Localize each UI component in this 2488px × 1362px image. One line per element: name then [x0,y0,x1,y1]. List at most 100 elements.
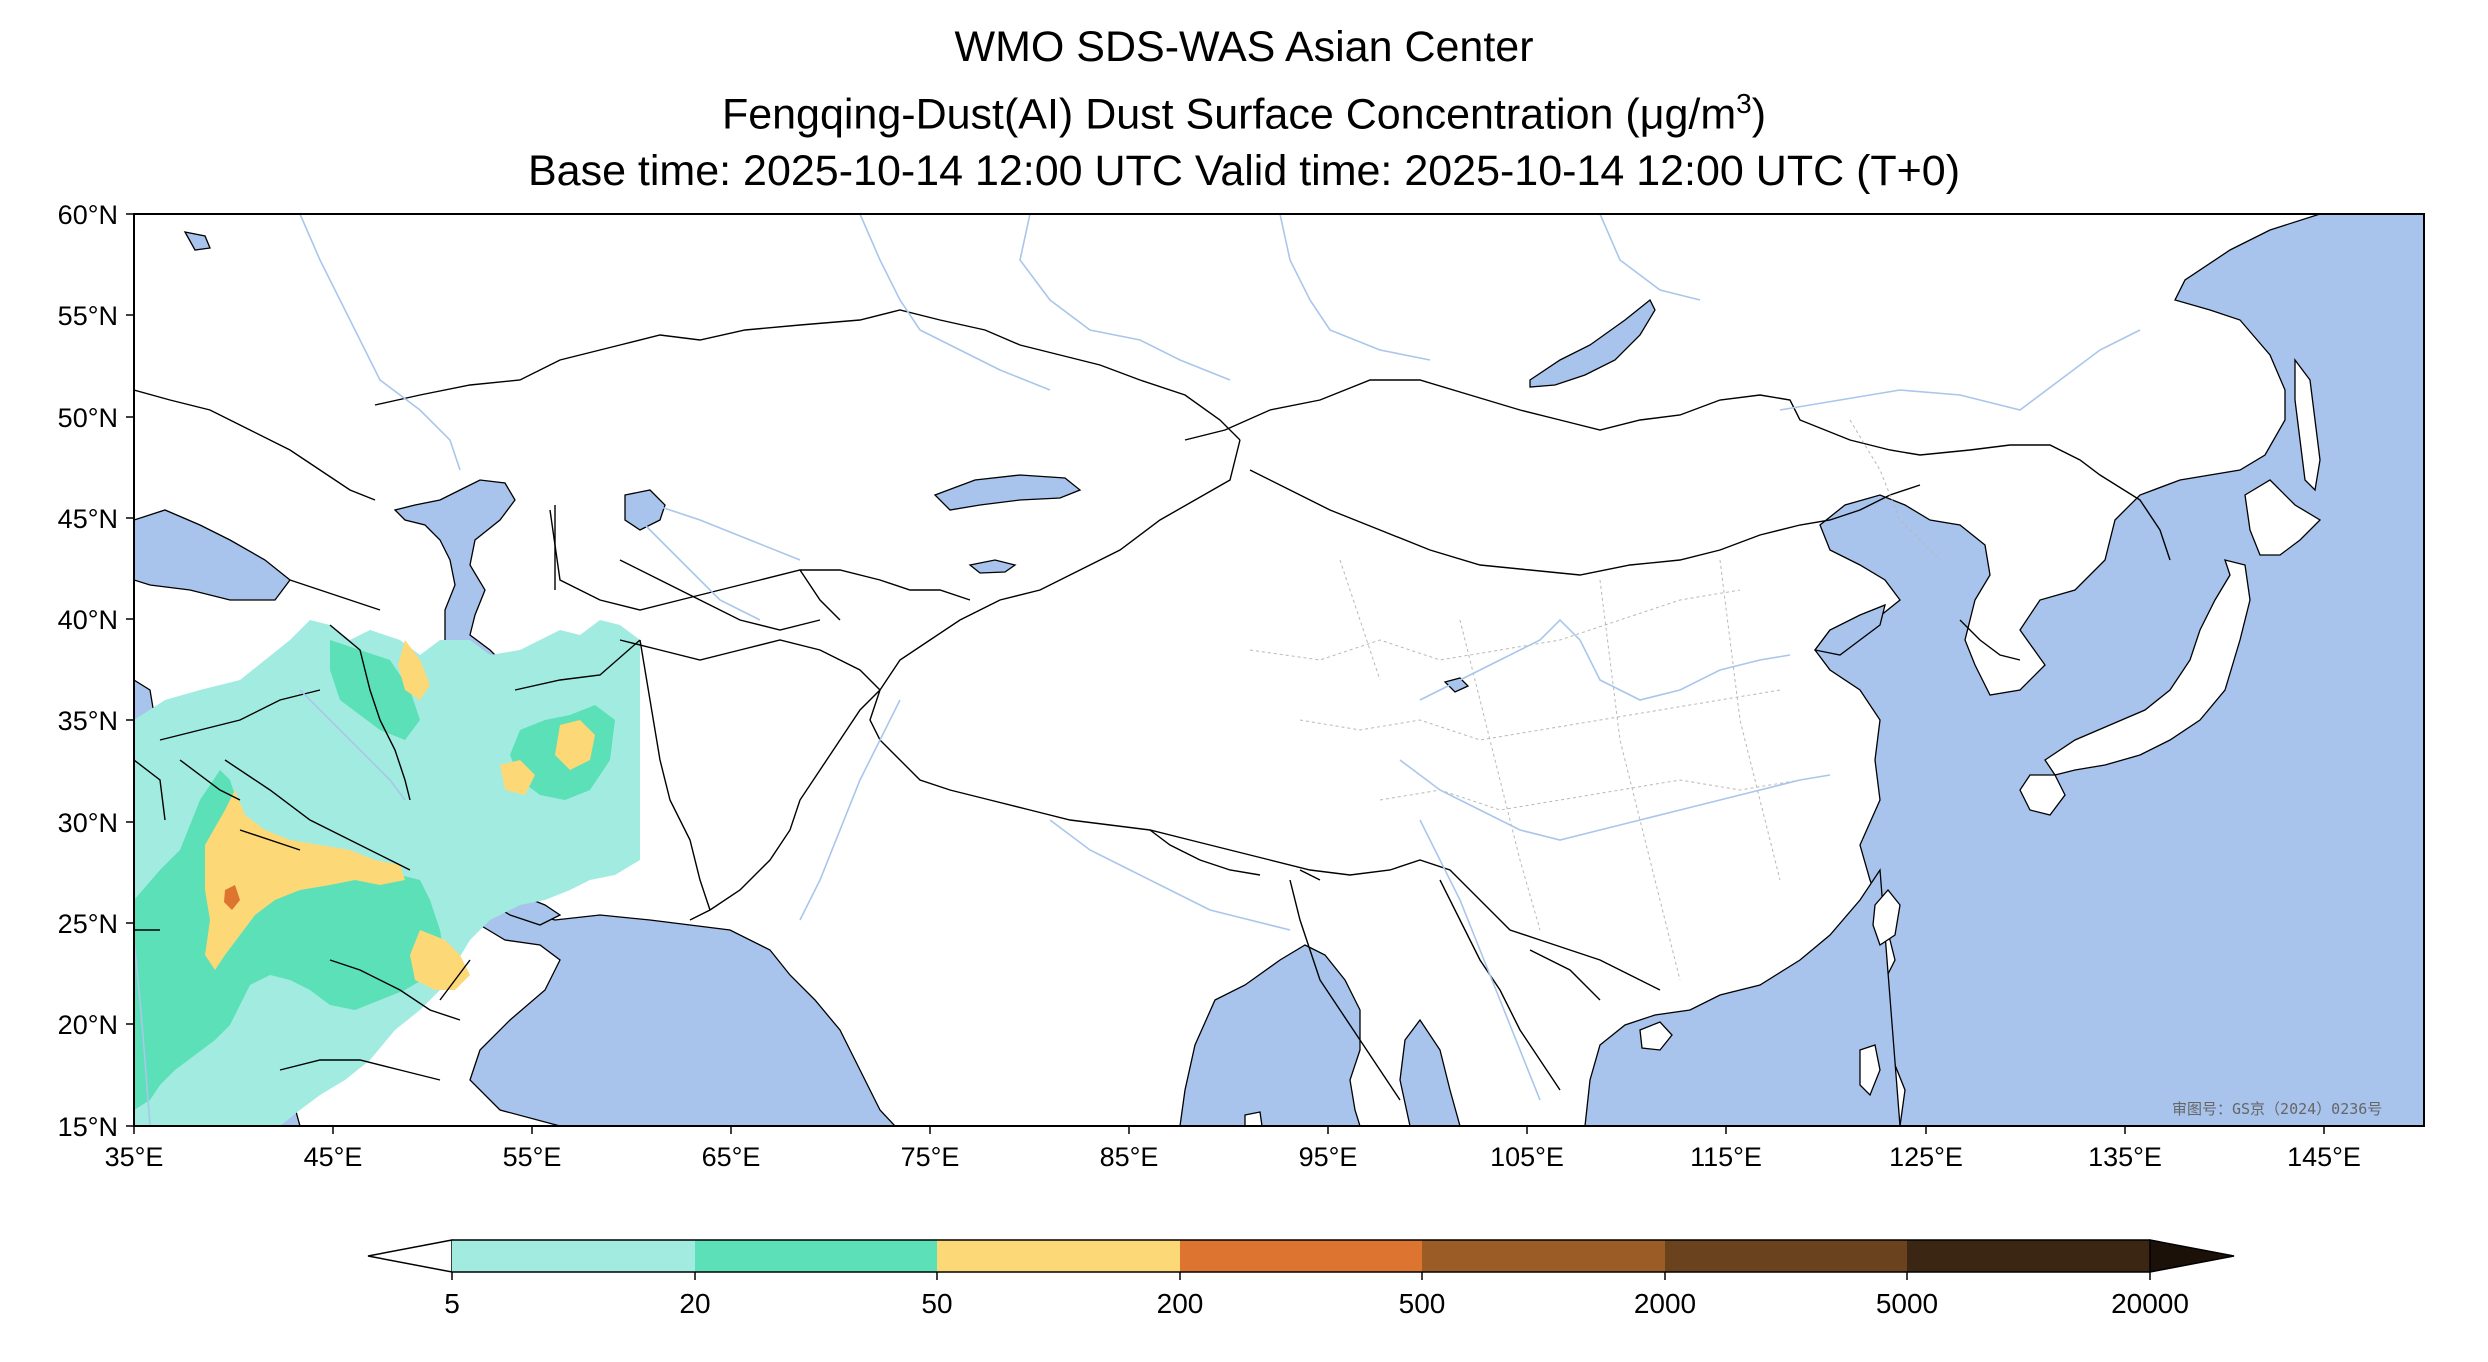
lon-label-65: 65°E [702,1142,761,1172]
longitude-axis [133,1126,2325,1134]
lake-balkhash [933,474,1082,511]
map-subtitle: Fengqing-Dust(AI) Dust Surface Concentra… [0,90,2488,136]
border-nepal-bhutan [1149,829,1321,881]
border-russia-kazakhstan [374,309,1241,441]
colorbar-segment-3 [937,1240,1180,1272]
colorbar-label-500: 500 [1399,1288,1446,1319]
latitude-labels: 60°N 55°N 50°N 45°N 40°N 35°N 30°N 25°N … [58,200,118,1142]
japan-hokkaido [2244,479,2322,556]
river-nile [134,939,151,1126]
river-amur [1779,329,2141,411]
river-mekong [1419,819,1541,1101]
japan-honshu [2044,559,2251,776]
colorbar-segment-1 [452,1240,695,1272]
border-iran-iraq [329,624,411,801]
lon-label-125: 125°E [1889,1142,1963,1172]
border-yemen [279,1059,441,1081]
bay-of-bengal [1179,944,1361,1126]
islands [1244,358,2322,1126]
river-yangtze [1399,759,1831,841]
dust-level-200-500 [224,885,240,910]
border-mongolia [1184,379,2171,561]
unit-mu: μ [1639,90,1665,139]
dust-level-50-200-b [410,930,470,990]
subtitle-text: Fengqing-Dust(AI) Dust Surface Concentra… [721,90,1640,139]
pacific-ocean [1814,214,2424,1126]
province-line-1 [1249,589,1741,661]
river-irtysh [859,214,1051,391]
colorbar-segment-4 [1180,1240,1422,1272]
border-kazakhstan-south [549,509,971,611]
colorbar-over-arrow [2149,1239,2235,1273]
colorbar-label-5: 5 [444,1288,460,1319]
border-europe [134,389,376,501]
colorbar-label-5000: 5000 [1876,1288,1938,1319]
longitude-labels: 35°E 45°E 55°E 65°E 75°E 85°E 95°E 105°E… [105,1142,2361,1172]
colorbar-label-20000: 20000 [2111,1288,2189,1319]
gulf-of-tonkin [1584,868,1901,1126]
colorbar-label-200: 200 [1157,1288,1204,1319]
ocean-areas [134,214,2424,1126]
bohai-sea [1813,603,1886,656]
colorbar-segment-6 [1665,1240,1907,1272]
aral-sea [624,489,666,531]
province-line-5 [1599,579,1681,981]
taiwan [1872,888,1901,947]
time-info: Base time: 2025-10-14 12:00 UTC Valid ti… [527,147,1961,195]
lon-label-115: 115°E [1690,1142,1762,1172]
dust-level-20-50-north [330,640,420,740]
border-india-pakistan [689,689,881,921]
lat-label-60: 60°N [58,200,118,230]
border-saudi [224,759,471,1021]
border-syria-jordan [159,689,321,801]
lat-label-30: 30°N [58,808,118,838]
lat-label-25: 25°N [58,909,118,939]
lon-label-105: 105°E [1490,1142,1564,1172]
border-bangladesh-myanmar [1289,879,1401,1101]
lat-label-45: 45°N [58,504,118,534]
lat-label-20: 20°N [58,1010,118,1040]
lat-label-55: 55°N [58,301,118,331]
lat-label-40: 40°N [58,605,118,635]
colorbar-labels: 5 20 50 200 500 2000 5000 20000 [444,1288,2189,1319]
colorbar-segment-7 [1907,1240,2150,1272]
border-caucasus [289,579,381,611]
colorbar-ticks [451,1272,2151,1280]
river-ganges [1049,819,1291,931]
lon-label-85: 85°E [1100,1142,1159,1172]
border-korea [1959,619,2021,661]
black-sea [134,509,291,601]
unit-text: g/m [1664,90,1737,139]
border-afghanistan [619,639,881,691]
river-volga [299,214,461,471]
colorbar-segment-5 [1422,1240,1665,1272]
dust-level-50-200-d [398,640,430,700]
lake-issyk-kul [968,559,1017,574]
andaman-sea [1399,1018,1461,1126]
lon-label-135: 135°E [2088,1142,2162,1172]
colorbar-under-arrow [367,1239,453,1273]
map-approval-note: 审图号：GS京（2024）0236号 [2172,1100,2382,1118]
colorbar-label-50: 50 [921,1288,952,1319]
lat-label-50: 50°N [58,403,118,433]
border-turkmenistan [514,639,641,691]
dust-level-50-200-e [500,760,535,795]
map-area [134,214,2424,1126]
map-frame [133,213,2425,1127]
lon-label-145: 145°E [2287,1142,2361,1172]
river-amu-darya [639,519,761,621]
lon-label-45: 45°E [304,1142,363,1172]
qinghai-lake [1443,677,1470,693]
sri-lanka [1244,1111,1263,1126]
border-indochina [1439,879,1601,1091]
colorbar-label-2000: 2000 [1634,1288,1696,1319]
subtitle-close: ) [1751,90,1767,139]
lake-ladoga-top [183,231,211,251]
dust-level-50-200-c [555,720,595,770]
lat-label-35: 35°N [58,706,118,736]
lon-label-75: 75°E [901,1142,960,1172]
border-iran-afghanistan [639,639,711,911]
province-line-6 [1719,559,1781,881]
lake-baikal [1529,298,1656,388]
